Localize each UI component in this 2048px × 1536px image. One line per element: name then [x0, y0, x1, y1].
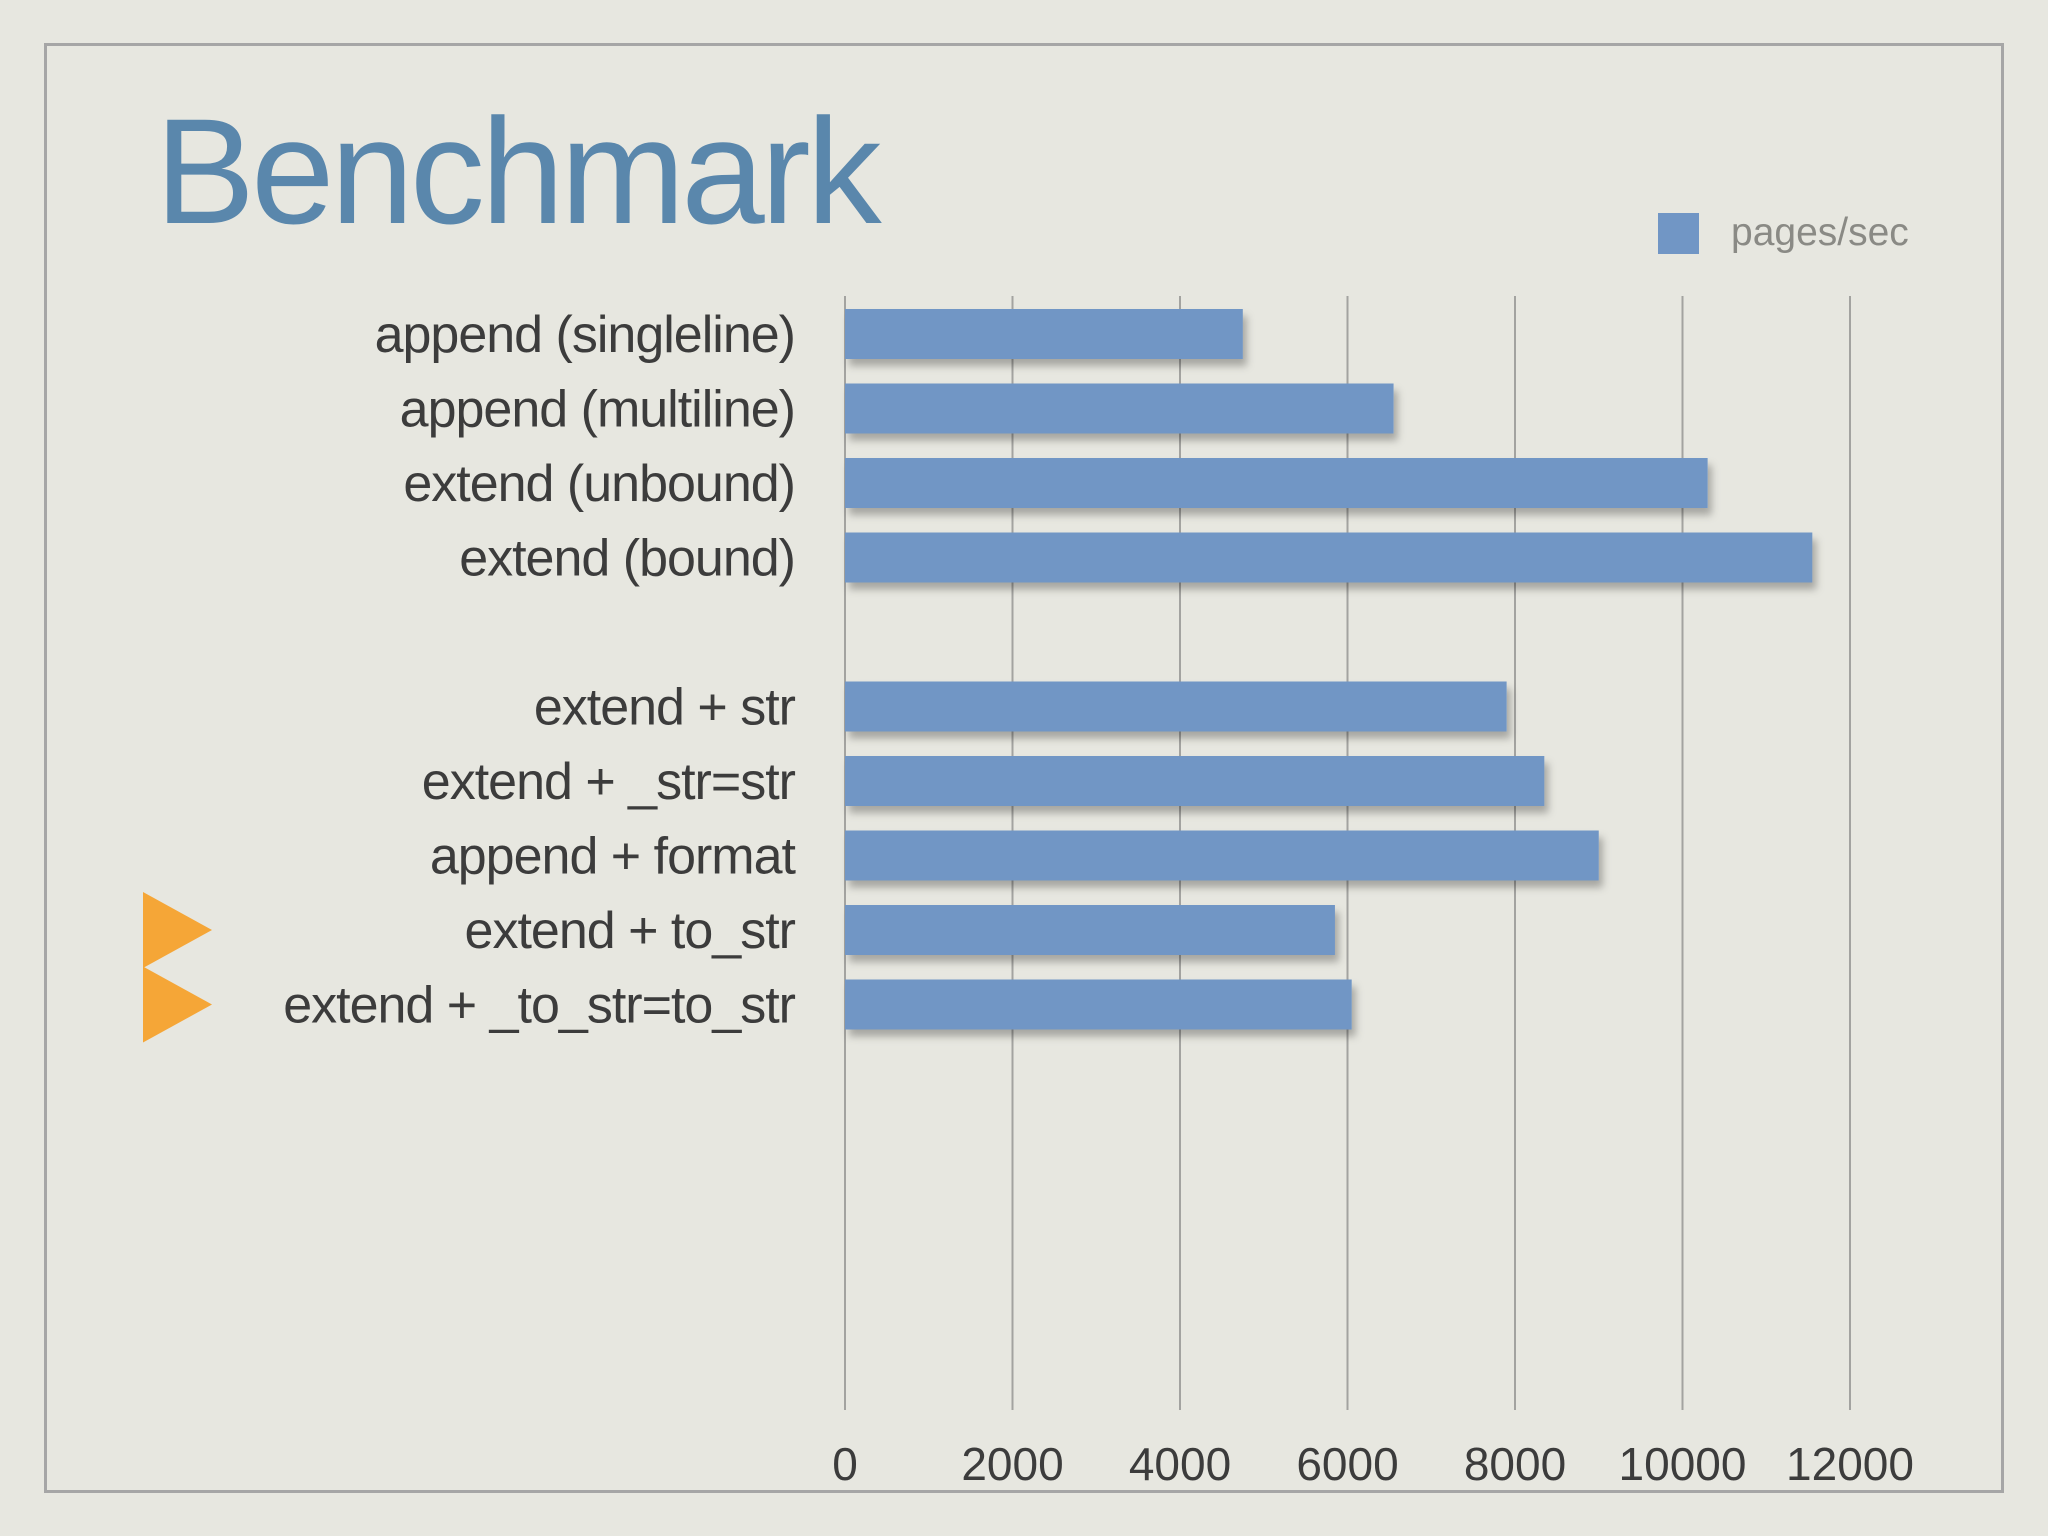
category-label: append + format — [430, 828, 797, 886]
bar — [845, 905, 1335, 955]
bar — [845, 309, 1243, 359]
x-axis-tick-labels: 0 2000 4000 6000 8000 10000 12000 — [832, 1438, 1914, 1490]
x-tick-label: 2000 — [961, 1438, 1063, 1490]
x-tick-label: 0 — [832, 1438, 858, 1490]
highlight-arrow-icon — [143, 892, 212, 968]
bars — [845, 309, 1813, 1030]
x-tick-label: 8000 — [1464, 1438, 1566, 1490]
bar — [845, 532, 1813, 583]
bar — [845, 756, 1545, 806]
category-label: extend (bound) — [459, 530, 795, 588]
x-tick-label: 12000 — [1786, 1438, 1914, 1490]
x-tick-label: 4000 — [1129, 1438, 1231, 1490]
category-label: append (multiline) — [400, 381, 795, 439]
legend-label: pages/sec — [1731, 211, 1909, 254]
x-tick-label: 6000 — [1296, 1438, 1398, 1490]
bar — [845, 383, 1394, 434]
category-labels: append (singleline) append (multiline) ext… — [283, 306, 797, 1035]
category-label: extend + _to_str=to_str — [283, 977, 795, 1035]
bar — [845, 830, 1599, 881]
bar — [845, 681, 1507, 732]
category-label: extend (unbound) — [403, 455, 795, 513]
category-label: extend + _str=str — [422, 753, 796, 811]
highlight-arrow-icon — [143, 966, 212, 1043]
bar — [845, 979, 1352, 1030]
bar — [845, 458, 1708, 508]
category-label: extend + to_str — [465, 902, 796, 960]
x-tick-label: 10000 — [1619, 1438, 1747, 1490]
slide-border — [44, 43, 2004, 1493]
highlight-markers — [143, 892, 212, 1043]
category-label: append (singleline) — [375, 306, 795, 364]
legend: pages/sec — [1658, 211, 1909, 255]
chart-title: Benchmark — [155, 87, 882, 255]
category-label: extend + str — [534, 679, 796, 737]
legend-swatch — [1658, 212, 1699, 254]
